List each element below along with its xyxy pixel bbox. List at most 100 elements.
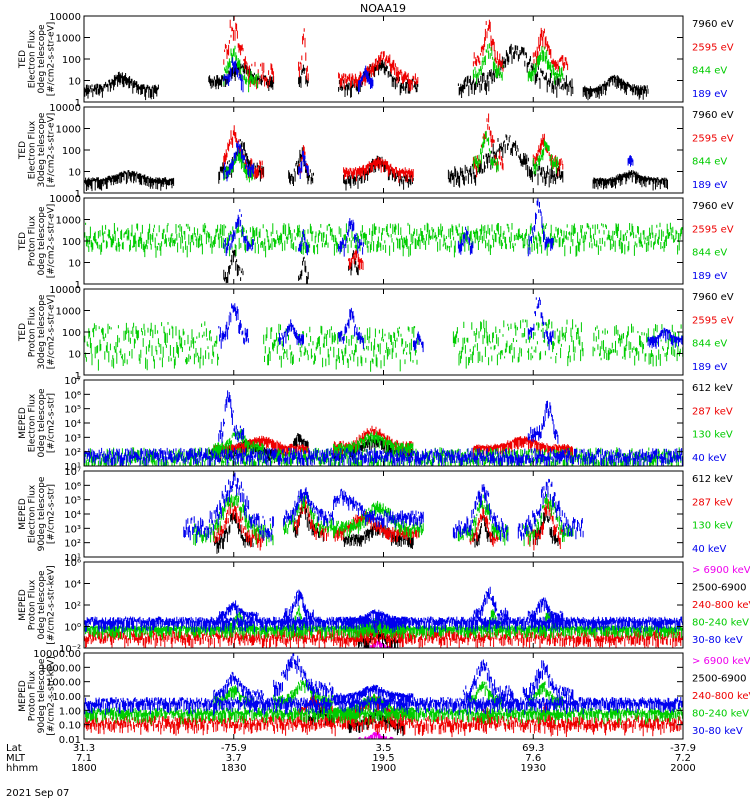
ytick-label-6-1: 10⁷ bbox=[64, 467, 81, 478]
trace-7-blue-2 bbox=[218, 600, 259, 627]
ytick-label-2-4: 10 bbox=[68, 168, 81, 179]
trace-1-red-2 bbox=[298, 28, 309, 81]
trace-1-red-3 bbox=[338, 51, 419, 92]
time-tick-1-mlt: 7.1 bbox=[76, 753, 92, 764]
time-tick-3-hhmm: 1900 bbox=[371, 763, 396, 774]
trace-6-blue-2 bbox=[283, 487, 334, 527]
legend-6-4: 40 keV bbox=[692, 544, 726, 555]
trace-1-blue-1 bbox=[223, 57, 244, 93]
ylabel-8-line-3: 90deg telescope bbox=[37, 658, 47, 733]
legend-7-5: 30-80 keV bbox=[692, 635, 743, 646]
trace-7-blue-4 bbox=[343, 609, 409, 630]
trace-3-blue-4 bbox=[457, 226, 474, 255]
trace-1-green-3 bbox=[527, 46, 564, 85]
ylabel-1-line-1: TED bbox=[18, 50, 28, 69]
legend-1-4: 189 eV bbox=[692, 89, 727, 100]
trace-4-green-5 bbox=[592, 323, 684, 367]
panel-6: 10⁷ 10⁶ 10⁵ 10⁴ 10³ 10² 10¹ MEPEDElectron Flux9… bbox=[18, 467, 733, 564]
ytick-label-3-1: 10000 bbox=[49, 194, 81, 205]
ytick-label-4-1: 10000 bbox=[49, 285, 81, 296]
ylabel-5-line-3: 0deg telescope bbox=[37, 388, 47, 458]
ylabel-3-line-3: 0deg telescope bbox=[37, 206, 47, 276]
legend-7-4: 80-240 keV bbox=[692, 618, 749, 629]
ylabel-3: TEDProton Flux0deg telescope[#/cm2-s-str… bbox=[18, 204, 57, 279]
ytick-label-8-5: 1.00 bbox=[59, 706, 81, 717]
legend-3-1: 7960 eV bbox=[692, 201, 734, 212]
panel-2: 10000 1000 100 10 1 TEDElectron Flux30deg tel… bbox=[18, 103, 734, 200]
ytick-label-1-5: 1 bbox=[75, 98, 81, 109]
ytick-label-8-7: 0.01 bbox=[59, 735, 81, 746]
trace-6-blue-3 bbox=[333, 488, 424, 528]
trace-1-red-4 bbox=[472, 19, 504, 72]
ylabel-6-line-3: 90deg telescope bbox=[37, 476, 47, 551]
ytick-label-7-3: 10² bbox=[64, 601, 81, 612]
trace-5-blue-3 bbox=[527, 400, 559, 444]
legend-4-2: 2595 eV bbox=[692, 315, 734, 326]
panel-8-traces bbox=[83, 653, 683, 739]
legend-6-1: 612 keV bbox=[692, 474, 733, 485]
ylabel-2: TEDElectron Flux30deg telescope[#/cm2-s-… bbox=[18, 112, 57, 187]
ylabel-4-line-4: [#/cm2-s-str-eV] bbox=[46, 295, 56, 370]
legend-8-4: 80-240 keV bbox=[692, 709, 749, 720]
ytick-label-8-1: 10000.00 bbox=[33, 649, 81, 660]
ytick-label-2-2: 1000 bbox=[56, 125, 81, 136]
ylabel-8-line-2: Proton Flux bbox=[27, 670, 37, 721]
time-tick-5-lat: -37.9 bbox=[670, 743, 696, 754]
ylabel-7-line-4: [#/cm2-s-str-keV] bbox=[46, 565, 56, 644]
ytick-label-5-5: 10³ bbox=[64, 433, 81, 444]
ylabel-5: MEPEDElectron Flux0deg telescope[#/cm2-s… bbox=[18, 388, 57, 458]
ytick-label-4-3: 100 bbox=[62, 328, 81, 339]
ylabel-7-line-3: 0deg telescope bbox=[37, 570, 47, 640]
ylabel-4: TEDProton Flux30deg telescope[#/cm2-s-st… bbox=[18, 294, 57, 369]
trace-2-black-6 bbox=[592, 170, 668, 191]
ytick-label-6-5: 10³ bbox=[64, 524, 81, 535]
panel-1: 10000 1000 100 10 1 TEDElectron Flux0deg tele… bbox=[18, 12, 734, 109]
ytick-label-1-1: 10000 bbox=[49, 12, 81, 23]
legend-1-3: 844 eV bbox=[692, 66, 727, 77]
trace-3-black-2 bbox=[298, 256, 309, 284]
trace-4-blue-5 bbox=[527, 297, 554, 351]
ylabel-5-line-2: Electron Flux bbox=[27, 393, 37, 452]
legend-6-3: 130 keV bbox=[692, 521, 733, 532]
panel-1-traces bbox=[83, 16, 649, 101]
ytick-label-8-4: 10.00 bbox=[52, 692, 81, 703]
date-label: 2021 Sep 07 bbox=[6, 788, 69, 799]
figure-title: NOAA19 bbox=[360, 2, 406, 15]
trace-4-blue-6 bbox=[647, 327, 683, 349]
legend-7-3: 240-800 keV bbox=[692, 600, 750, 611]
ytick-label-6-6: 10² bbox=[64, 539, 81, 550]
ytick-label-5-6: 10² bbox=[64, 448, 81, 459]
trace-3-blue-2 bbox=[298, 229, 309, 256]
legend-2-3: 844 eV bbox=[692, 157, 727, 168]
ytick-label-7-4: 10⁰ bbox=[64, 623, 81, 634]
panel-3: 10000 1000 100 10 1 TEDProton Flux0deg telesc… bbox=[18, 194, 734, 291]
trace-2-green-2 bbox=[472, 130, 499, 173]
ytick-label-7-5: 10⁻² bbox=[59, 644, 81, 655]
legend-4-1: 7960 eV bbox=[692, 292, 734, 303]
time-tick-5-mlt: 7.2 bbox=[675, 753, 691, 764]
ytick-label-5-1: 10⁷ bbox=[64, 376, 81, 387]
ylabel-8-line-4: [#/cm2-s-str-keV] bbox=[46, 656, 56, 735]
trace-4-blue-4 bbox=[413, 331, 424, 353]
time-tick-4-lat: 69.3 bbox=[522, 743, 544, 754]
legend-2-1: 7960 eV bbox=[692, 110, 734, 121]
trace-1-red-5 bbox=[532, 27, 569, 72]
trace-7-blue-5 bbox=[472, 586, 509, 626]
legend-5-3: 130 keV bbox=[692, 430, 733, 441]
ytick-label-3-4: 10 bbox=[68, 259, 81, 270]
panel-4: 10000 1000 100 10 1 TEDProton Flux30deg teles… bbox=[18, 285, 734, 382]
legend-3-4: 189 eV bbox=[692, 271, 727, 282]
legend-4-3: 844 eV bbox=[692, 339, 727, 350]
legend-8-2: 2500-6900 keV bbox=[692, 674, 750, 685]
ytick-label-3-3: 100 bbox=[62, 237, 81, 248]
legend-6-2: 287 keV bbox=[692, 497, 733, 508]
ylabel-5-line-1: MEPED bbox=[18, 407, 28, 439]
time-tick-3-lat: 3.5 bbox=[376, 743, 392, 754]
trace-3-blue-3 bbox=[338, 218, 364, 257]
trace-2-blue-2 bbox=[298, 150, 309, 179]
time-tick-1-hhmm: 1800 bbox=[71, 763, 96, 774]
time-tick-5-hhmm: 2000 bbox=[670, 763, 695, 774]
trace-2-blue-1 bbox=[223, 140, 254, 182]
trace-7-blue-6 bbox=[527, 597, 564, 626]
